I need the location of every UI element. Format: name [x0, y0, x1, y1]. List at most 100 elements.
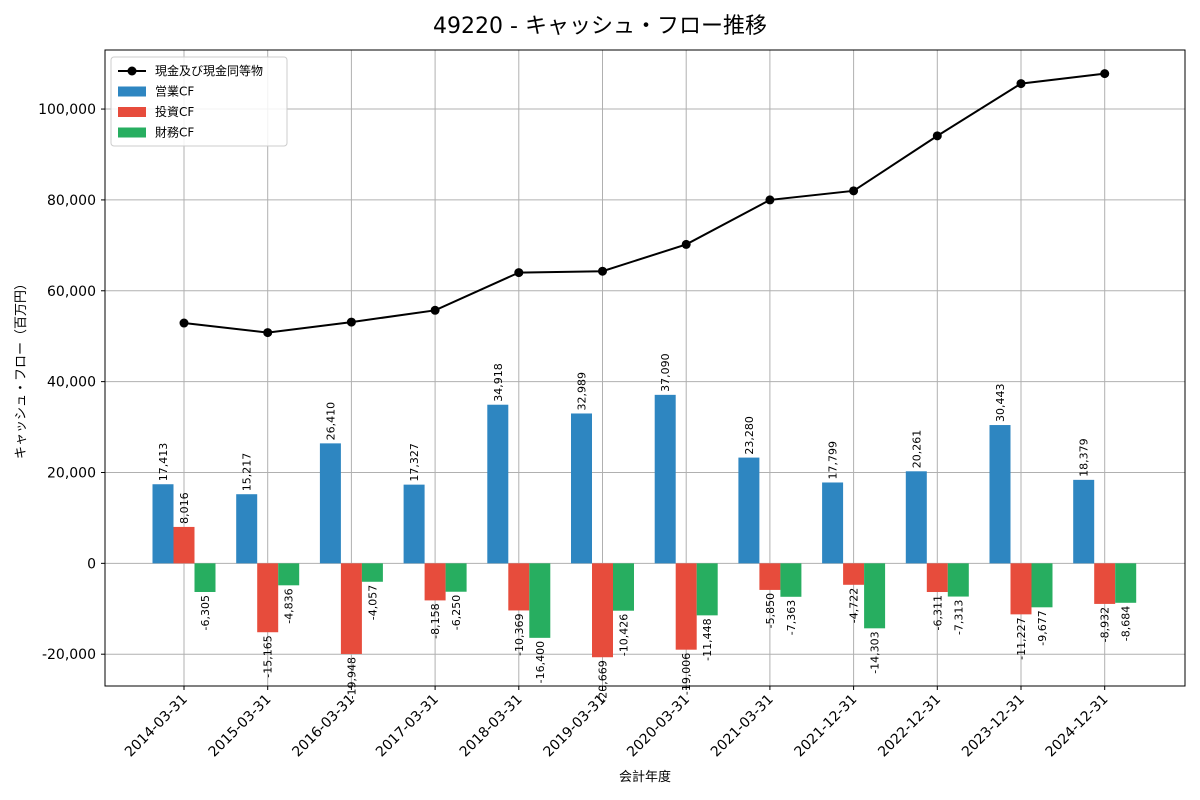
x-tick-label: 2024-12-31 — [1043, 692, 1112, 761]
x-tick-label: 2021-03-31 — [708, 692, 777, 761]
x-tick-label: 2023-12-31 — [959, 692, 1028, 761]
bar-value-label: -19,948 — [345, 657, 358, 699]
bar-営業CF — [1073, 479, 1095, 564]
bar-value-label: 26,410 — [324, 402, 337, 441]
x-tick-label: 2022-12-31 — [875, 692, 944, 761]
bar-財務CF — [445, 563, 467, 592]
bar-value-label: -8,684 — [1120, 606, 1133, 641]
bar-営業CF — [571, 413, 592, 564]
bar-財務CF — [947, 563, 969, 597]
bar-value-label: -4,722 — [848, 588, 861, 623]
cash-point — [514, 268, 524, 278]
cash-point — [598, 266, 607, 276]
cash-point — [849, 186, 859, 196]
y-tick-label: 80,000 — [47, 193, 96, 209]
bar-value-label: 17,799 — [827, 441, 840, 480]
bar-投資CF — [257, 563, 279, 633]
legend-swatch — [118, 127, 146, 138]
x-tick-label: 2017-03-31 — [373, 692, 442, 761]
chart-title: 49220 - キャッシュ・フロー推移 — [433, 14, 767, 39]
bar-投資CF — [340, 563, 362, 654]
cash-point — [1016, 79, 1026, 89]
bar-営業CF — [654, 394, 676, 564]
bar-財務CF — [1115, 563, 1137, 603]
bar-営業CF — [487, 404, 509, 564]
bar-営業CF — [152, 484, 174, 564]
bar-value-label: -11,227 — [1015, 617, 1028, 659]
bar-投資CF — [424, 563, 446, 601]
bar-投資CF — [675, 563, 697, 650]
cash-point — [430, 305, 440, 315]
legend-label: 現金及び現金同等物 — [155, 63, 263, 78]
bar-value-label: -14,303 — [869, 631, 882, 673]
bar-財務CF — [194, 563, 216, 592]
cash-point — [765, 195, 775, 205]
y-axis-label: キャッシュ・フロー（百万円） — [14, 277, 29, 459]
bar-value-label: 32,989 — [576, 372, 589, 411]
bar-財務CF — [361, 563, 383, 582]
bar-営業CF — [236, 494, 258, 564]
cash-point — [263, 328, 273, 338]
bar-投資CF — [508, 563, 530, 611]
bar-value-label: -5,850 — [764, 593, 777, 628]
x-tick-label: 2018-03-31 — [457, 692, 526, 761]
bar-value-label: -8,932 — [1099, 607, 1112, 642]
plot-frame — [104, 49, 1186, 687]
cash-point — [932, 131, 942, 141]
cash-line — [183, 72, 1105, 334]
bar-投資CF — [173, 526, 195, 564]
bar-value-label: -20,669 — [597, 660, 610, 702]
bar-value-label: 15,217 — [241, 453, 254, 492]
bar-value-label: -6,305 — [199, 595, 212, 630]
x-tick-label: 2019-03-31 — [540, 692, 609, 761]
cash-point — [179, 318, 189, 328]
bar-投資CF — [926, 563, 948, 593]
bar-投資CF — [1094, 563, 1116, 604]
bar-value-label: -11,448 — [701, 618, 714, 660]
cash-point — [681, 239, 691, 249]
legend-label: 投資CF — [155, 104, 194, 119]
bar-value-label: 30,443 — [994, 384, 1007, 423]
bar-営業CF — [738, 457, 760, 564]
bar-投資CF — [592, 563, 613, 658]
bar-value-label: 34,918 — [492, 363, 505, 402]
bar-財務CF — [696, 563, 718, 616]
bar-value-label: -7,363 — [785, 600, 798, 635]
x-tick-label: 2021-12-31 — [792, 692, 861, 761]
bar-value-label: 18,379 — [1078, 438, 1091, 477]
legend-label: 財務CF — [155, 125, 194, 140]
x-tick-label: 2016-03-31 — [289, 692, 358, 761]
legend-swatch-marker — [127, 66, 137, 76]
bar-value-label: -8,158 — [429, 603, 442, 638]
labels-layer: 17,413 15,217 26,410 17,327 34,918 32,989 37,0… — [157, 353, 1133, 702]
bar-value-label: 23,280 — [743, 416, 756, 455]
y-tick-label: 0 — [87, 556, 96, 572]
bar-value-label: -16,400 — [534, 641, 547, 683]
bar-value-label: -4,057 — [366, 585, 379, 620]
bar-value-label: -15,165 — [262, 635, 275, 677]
legend-swatch — [118, 86, 146, 97]
bar-value-label: -10,369 — [513, 613, 526, 655]
cash-point — [1100, 69, 1110, 79]
bar-財務CF — [529, 563, 551, 638]
bar-投資CF — [1010, 563, 1032, 615]
bar-営業CF — [989, 425, 1011, 564]
bar-営業CF — [319, 443, 341, 564]
bar-value-label: -4,836 — [283, 588, 296, 623]
bar-投資CF — [759, 563, 781, 590]
bar-value-label: 17,327 — [408, 443, 421, 482]
bar-営業CF — [403, 484, 425, 564]
legend-label: 営業CF — [155, 85, 194, 99]
y-tick-label: 40,000 — [47, 375, 96, 391]
bar-value-label: -10,426 — [618, 614, 631, 656]
bar-value-label: 37,090 — [659, 353, 672, 392]
bar-投資CF — [843, 563, 865, 585]
line-layer — [179, 69, 1110, 338]
y-tick-label: 60,000 — [47, 284, 96, 300]
bar-value-label: -6,250 — [450, 595, 463, 630]
y-tick-label: 100,000 — [38, 102, 96, 118]
bar-value-label: -19,006 — [680, 653, 693, 695]
